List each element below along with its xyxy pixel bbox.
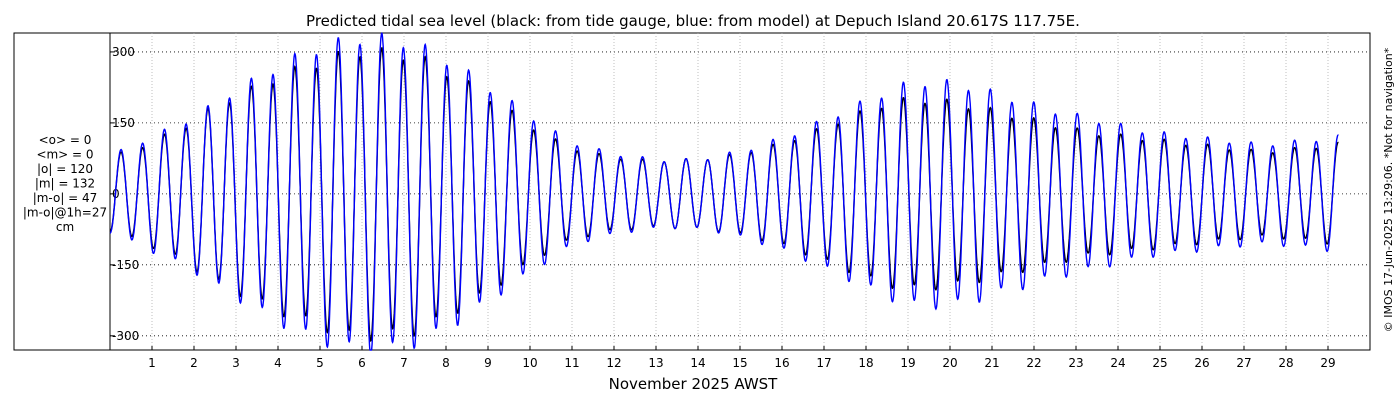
x-tick-label: 10 (522, 356, 537, 370)
x-tick-label: 20 (942, 356, 957, 370)
credit-text: © IMOS 17-Jun-2025 13:29:06. *Not for na… (1382, 47, 1395, 332)
y-tick-label: -300 (112, 329, 139, 343)
x-tick-label: 4 (274, 356, 282, 370)
x-tick-label: 15 (732, 356, 747, 370)
x-tick-label: 26 (1194, 356, 1209, 370)
x-tick-label: 29 (1320, 356, 1335, 370)
x-tick-label: 21 (984, 356, 999, 370)
x-tick-label: 1 (148, 356, 156, 370)
x-tick-label: 14 (690, 356, 705, 370)
y-tick-label: 300 (112, 45, 135, 59)
x-tick-label: 11 (564, 356, 579, 370)
stat-line: |m| = 132 (35, 177, 95, 191)
x-tick-label: 23 (1068, 356, 1083, 370)
x-tick-label: 17 (816, 356, 831, 370)
x-tick-label: 24 (1110, 356, 1125, 370)
x-tick-label: 8 (442, 356, 450, 370)
stats-panel: <o> = 0<m> = 0|o| = 120|m| = 132|m-o| = … (23, 133, 107, 234)
plot-frame (13, 32, 1371, 351)
x-tick-label: 28 (1278, 356, 1293, 370)
stat-line: cm (56, 220, 74, 234)
y-tick-label: -150 (112, 258, 139, 272)
x-tick-label: 27 (1236, 356, 1251, 370)
stat-line: |o| = 120 (37, 162, 93, 176)
stat-line: <m> = 0 (36, 148, 93, 162)
stat-line: <o> = 0 (39, 133, 92, 147)
x-tick-label: 3 (232, 356, 240, 370)
x-tick-label: 2 (190, 356, 198, 370)
x-tick-label: 6 (358, 356, 366, 370)
x-tick-label: 9 (484, 356, 492, 370)
stat-line: |m-o|@1h=27 (23, 206, 107, 220)
x-tick-label: 12 (606, 356, 621, 370)
x-tick-label: 16 (774, 356, 789, 370)
chart-title: Predicted tidal sea level (black: from t… (306, 12, 1080, 30)
x-tick-labels: 1 2 3 4 5 6 7 8 9 10 11 12 13 14 15 16 17 18 19 20 21 22 23 24 2… (148, 356, 1335, 370)
x-tick-label: 13 (648, 356, 663, 370)
x-tick-label: 18 (858, 356, 873, 370)
x-tick-label: 5 (316, 356, 324, 370)
series-line-model (109, 31, 1339, 351)
series-group (109, 31, 1339, 351)
x-tick-label: 22 (1026, 356, 1041, 370)
x-axis-label: November 2025 AWST (609, 375, 779, 393)
x-tick-label: 7 (400, 356, 408, 370)
stat-line: |m-o| = 47 (33, 191, 98, 205)
x-tick-label: 19 (900, 356, 915, 370)
x-tick-label: 25 (1152, 356, 1167, 370)
y-tick-label: 150 (112, 116, 135, 130)
grid (110, 33, 1370, 350)
